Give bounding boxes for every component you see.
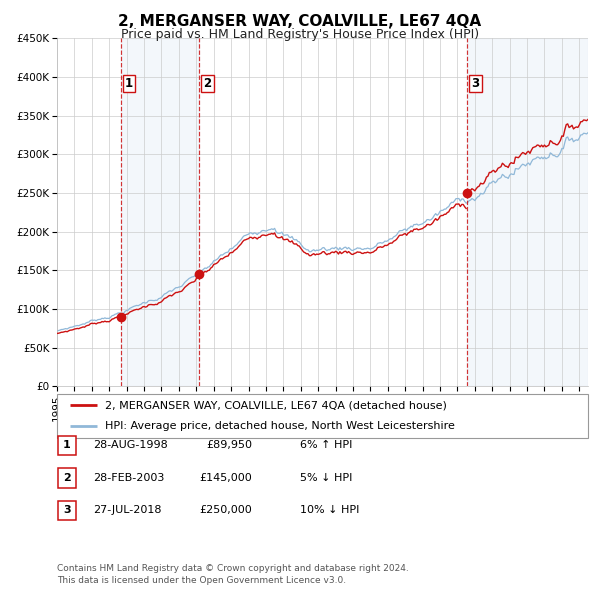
Text: 3: 3 (472, 77, 479, 90)
Text: 3: 3 (63, 506, 71, 515)
Text: £89,950: £89,950 (206, 441, 252, 450)
FancyBboxPatch shape (58, 500, 76, 520)
Text: 2: 2 (203, 77, 212, 90)
Text: 28-AUG-1998: 28-AUG-1998 (93, 441, 168, 450)
Text: HPI: Average price, detached house, North West Leicestershire: HPI: Average price, detached house, Nort… (105, 421, 455, 431)
Text: 6% ↑ HPI: 6% ↑ HPI (300, 441, 352, 450)
Text: Price paid vs. HM Land Registry's House Price Index (HPI): Price paid vs. HM Land Registry's House … (121, 28, 479, 41)
FancyBboxPatch shape (57, 394, 588, 438)
Text: 5% ↓ HPI: 5% ↓ HPI (300, 473, 352, 483)
Text: 28-FEB-2003: 28-FEB-2003 (93, 473, 164, 483)
Text: Contains HM Land Registry data © Crown copyright and database right 2024.
This d: Contains HM Land Registry data © Crown c… (57, 564, 409, 585)
Text: £250,000: £250,000 (199, 506, 252, 515)
Text: 2, MERGANSER WAY, COALVILLE, LE67 4QA (detached house): 2, MERGANSER WAY, COALVILLE, LE67 4QA (d… (105, 401, 446, 411)
Text: 2: 2 (63, 473, 71, 483)
Text: £145,000: £145,000 (199, 473, 252, 483)
Bar (467, 38, 588, 386)
Text: 27-JUL-2018: 27-JUL-2018 (93, 506, 161, 515)
Bar (121, 38, 199, 386)
Text: 2, MERGANSER WAY, COALVILLE, LE67 4QA: 2, MERGANSER WAY, COALVILLE, LE67 4QA (118, 14, 482, 28)
FancyBboxPatch shape (58, 468, 76, 488)
Text: 10% ↓ HPI: 10% ↓ HPI (300, 506, 359, 515)
FancyBboxPatch shape (58, 435, 76, 455)
Text: 1: 1 (63, 441, 71, 450)
Text: 1: 1 (125, 77, 133, 90)
